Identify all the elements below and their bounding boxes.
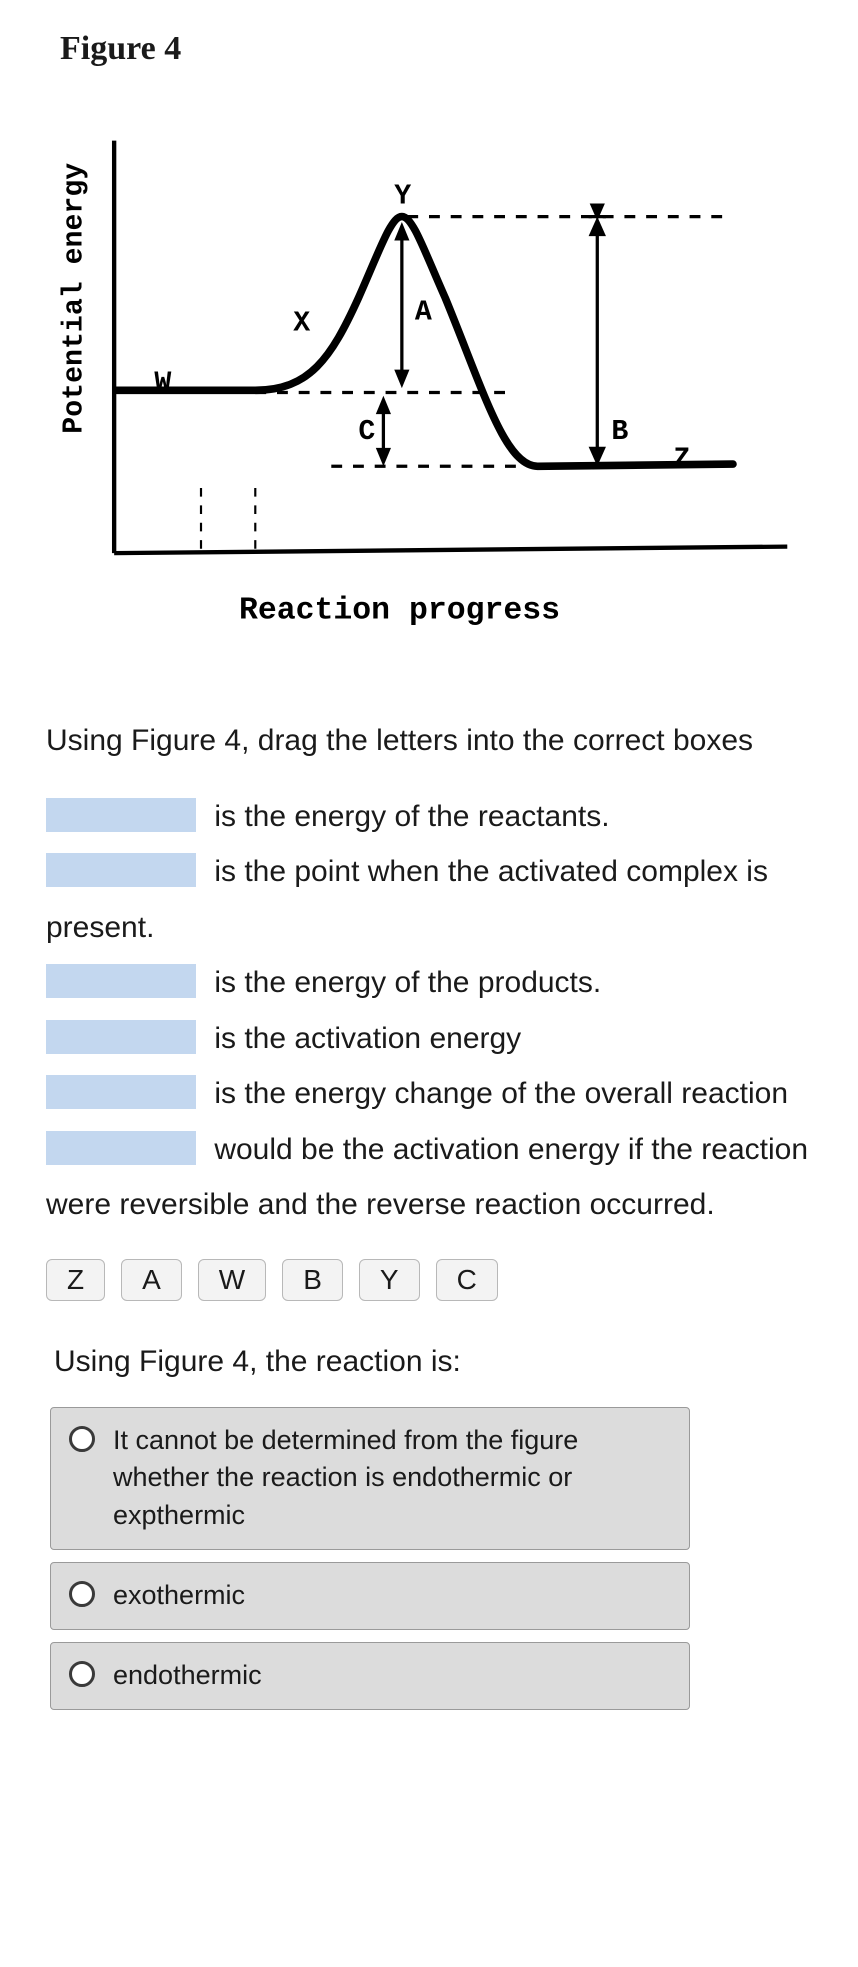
- dropzone-5[interactable]: [46, 1075, 196, 1109]
- radio-group: It cannot be determined from the figure …: [50, 1407, 808, 1710]
- q2-prompt: Using Figure 4, the reaction is:: [54, 1345, 804, 1379]
- radio-icon: [69, 1426, 95, 1452]
- statement-list: is the energy of the reactants. is the p…: [46, 789, 812, 1233]
- option-label: It cannot be determined from the figure …: [113, 1422, 671, 1535]
- chip-y[interactable]: Y: [359, 1259, 420, 1301]
- dropzone-1[interactable]: [46, 798, 196, 832]
- chip-a[interactable]: A: [121, 1259, 182, 1301]
- chip-z[interactable]: Z: [46, 1259, 105, 1301]
- option-exothermic[interactable]: exothermic: [50, 1562, 690, 1630]
- statement-text: is the energy of the reactants.: [206, 800, 610, 833]
- chip-b[interactable]: B: [282, 1259, 343, 1301]
- label-w: W: [154, 368, 171, 399]
- x-axis-label: Reaction progress: [239, 593, 560, 628]
- radio-icon: [69, 1581, 95, 1607]
- statement-text: is the energy of the products.: [206, 966, 601, 999]
- label-a: A: [415, 298, 432, 329]
- chip-w[interactable]: W: [198, 1259, 266, 1301]
- statement-text: is the activation energy: [206, 1022, 521, 1055]
- chip-c[interactable]: C: [436, 1259, 498, 1301]
- dropzone-2[interactable]: [46, 853, 196, 887]
- dropzone-4[interactable]: [46, 1020, 196, 1054]
- label-y: Y: [394, 182, 411, 213]
- energy-diagram: W X Y A C B Z Potential energy Reaction …: [49, 108, 809, 673]
- statement-text: is the energy change of the overall reac…: [206, 1077, 788, 1110]
- radio-icon: [69, 1661, 95, 1687]
- label-c: C: [358, 417, 375, 448]
- figure-title: Figure 4: [60, 30, 818, 68]
- label-b: B: [611, 417, 628, 448]
- option-cannot-determine[interactable]: It cannot be determined from the figure …: [50, 1407, 690, 1550]
- dropzone-6[interactable]: [46, 1131, 196, 1165]
- label-z: Z: [673, 444, 690, 475]
- y-axis-label: Potential energy: [60, 163, 91, 434]
- option-label: endothermic: [113, 1657, 262, 1695]
- q1-prompt: Using Figure 4, drag the letters into th…: [46, 723, 812, 759]
- option-endothermic[interactable]: endothermic: [50, 1642, 690, 1710]
- label-x: X: [293, 309, 310, 340]
- chip-bank: Z A W B Y C: [46, 1259, 812, 1301]
- option-label: exothermic: [113, 1577, 245, 1615]
- dropzone-3[interactable]: [46, 964, 196, 998]
